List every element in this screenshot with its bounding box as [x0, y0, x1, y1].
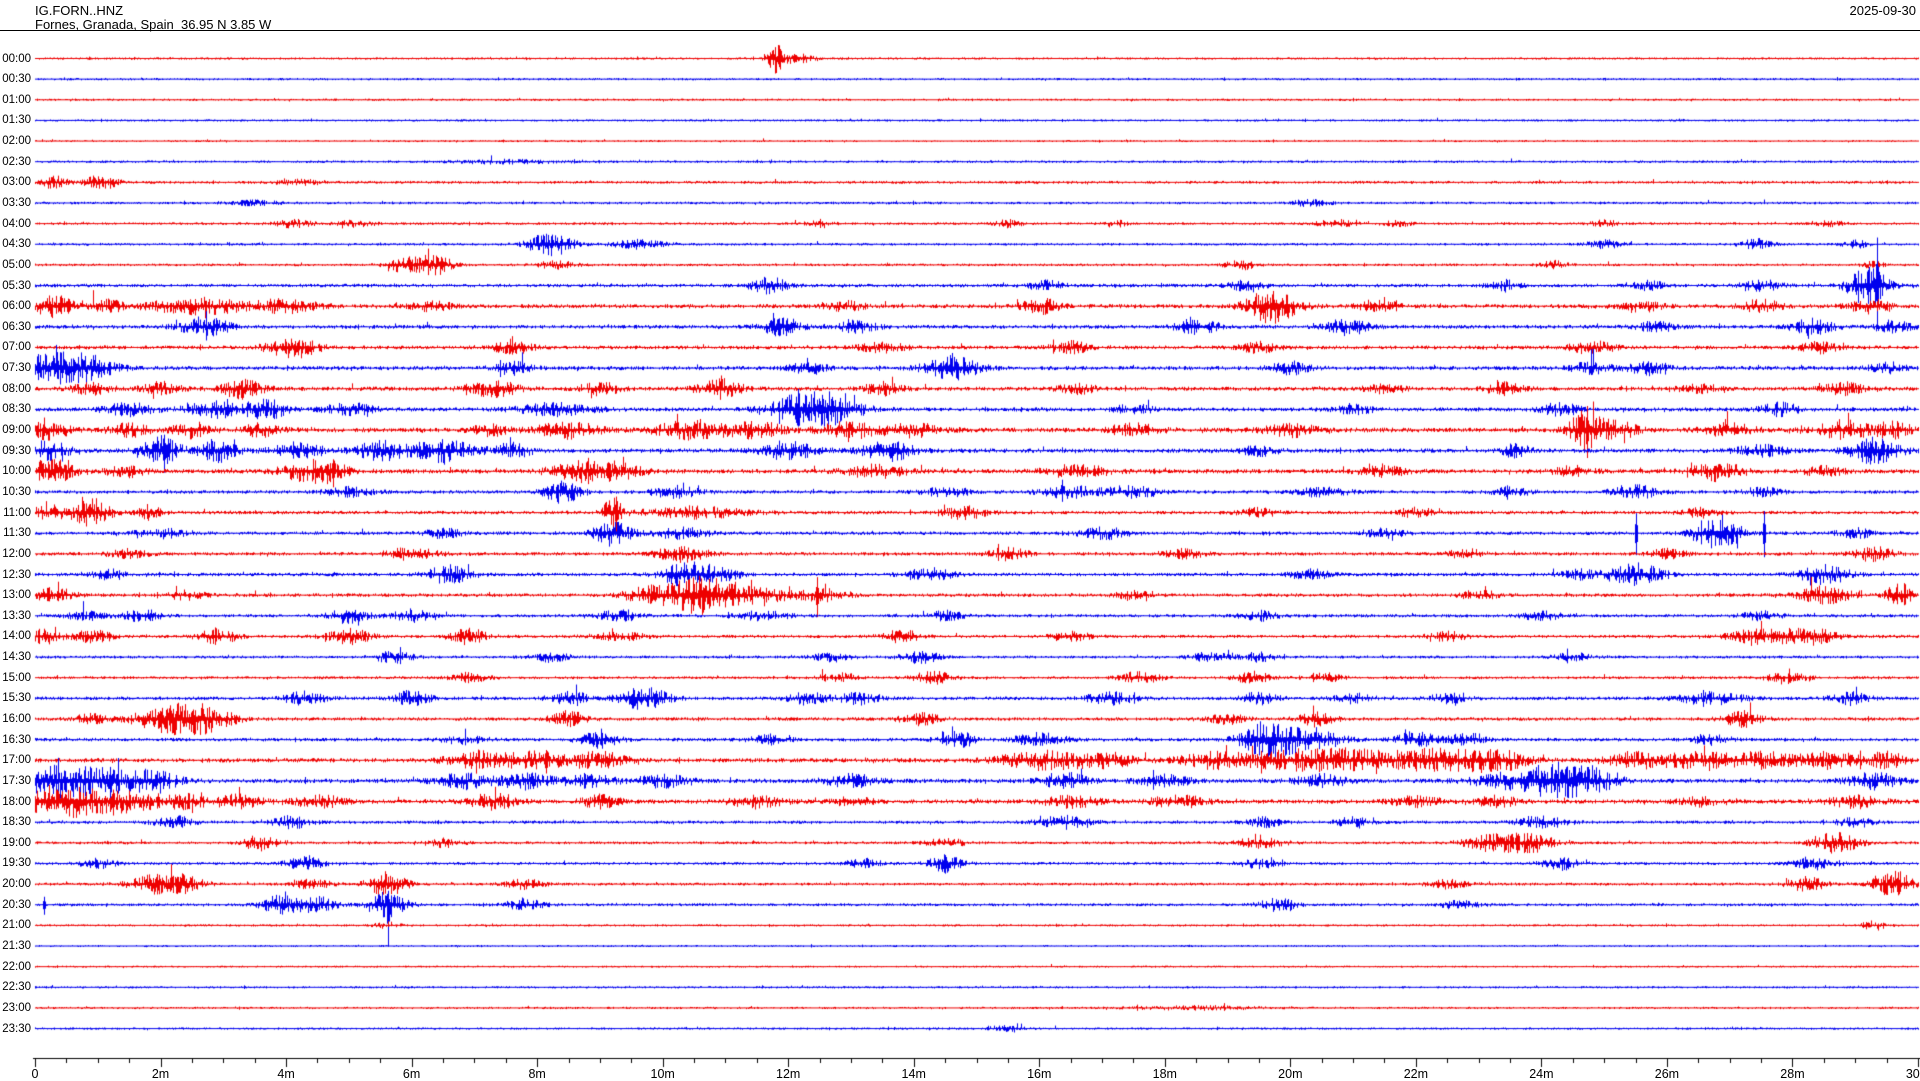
row-time-label: 23:00: [2, 1001, 31, 1014]
row-time-label: 09:30: [2, 444, 31, 457]
row-time-label: 08:30: [2, 403, 31, 416]
row-time-label: 00:00: [2, 52, 31, 65]
axis-tick-label: 4m: [277, 1067, 295, 1081]
row-time-label: 02:30: [2, 155, 31, 168]
date-label: 2025-09-30: [1849, 3, 1917, 18]
row-time-label: 22:00: [2, 960, 31, 973]
row-time-label: 06:00: [2, 300, 31, 313]
row-time-label: 02:00: [2, 135, 31, 148]
axis-tick-label: 16m: [1027, 1067, 1052, 1081]
row-time-label: 23:30: [2, 1022, 31, 1035]
row-time-label: 04:00: [2, 217, 31, 230]
row-time-label: 07:00: [2, 341, 31, 354]
axis-tick-label: 10m: [650, 1067, 675, 1081]
row-time-label: 21:30: [2, 940, 31, 953]
axis-tick-label: 0: [31, 1067, 39, 1081]
station-code: IG.FORN..HNZ: [35, 3, 124, 18]
row-time-label: 07:30: [2, 362, 31, 375]
axis-tick-label: 22m: [1403, 1067, 1429, 1081]
row-time-label: 15:30: [2, 692, 31, 705]
row-time-label: 20:30: [2, 898, 31, 911]
row-time-label: 10:00: [2, 465, 31, 478]
axis-tick-label: 28m: [1780, 1067, 1805, 1081]
station-location: Fornes, Granada, Spain 36.95 N 3.85 W: [35, 17, 272, 32]
row-time-label: 11:30: [3, 527, 31, 540]
row-time-label: 19:00: [2, 836, 31, 849]
row-time-label: 17:00: [2, 754, 31, 767]
axis-tick-label: 26m: [1654, 1067, 1680, 1081]
row-time-label: 10:30: [2, 485, 31, 498]
axis-tick-label: 18m: [1152, 1067, 1177, 1081]
row-time-label: 13:00: [2, 589, 31, 602]
header-separator: [0, 30, 1920, 31]
axis-tick-label: 30m: [1905, 1067, 1920, 1081]
row-time-label: 09:00: [2, 424, 31, 437]
row-time-label: 20:00: [2, 878, 31, 891]
row-time-label: 03:00: [2, 176, 31, 189]
row-time-label: 14:00: [2, 630, 31, 643]
axis-tick-label: 2m: [151, 1067, 170, 1081]
axis-tick-label: 24m: [1529, 1067, 1554, 1081]
row-time-label: 11:00: [3, 506, 31, 519]
row-time-label: 01:00: [2, 93, 31, 106]
row-time-label: 01:30: [2, 114, 31, 127]
row-time-label: 08:00: [2, 382, 31, 395]
row-time-label: 15:00: [2, 671, 31, 684]
row-time-label: 21:00: [2, 919, 31, 932]
row-time-label: 05:30: [2, 279, 31, 292]
axis-tick-label: 14m: [901, 1067, 926, 1081]
row-time-label: 03:30: [2, 196, 31, 209]
row-time-label: 13:30: [2, 609, 31, 622]
row-time-label: 16:30: [2, 733, 31, 746]
row-time-label: 12:00: [2, 547, 31, 560]
row-time-label: 06:30: [2, 320, 31, 333]
axis-tick-label: 20m: [1278, 1067, 1303, 1081]
row-time-label: 12:30: [2, 568, 31, 581]
row-time-label: 19:30: [2, 857, 31, 870]
row-time-label: 16:00: [2, 712, 31, 725]
axis-tick-label: 8m: [528, 1067, 546, 1081]
row-time-label: 22:30: [2, 981, 31, 994]
row-time-label: 18:30: [2, 816, 31, 829]
row-time-label: 04:30: [2, 238, 31, 251]
row-time-label: 00:30: [2, 73, 31, 86]
row-time-label: 05:00: [2, 258, 31, 271]
axis-tick-label: 6m: [402, 1067, 421, 1081]
axis-tick-label: 12m: [776, 1067, 801, 1081]
row-time-label: 17:30: [2, 774, 31, 787]
row-time-label: 14:30: [2, 651, 31, 664]
row-time-label: 18:00: [2, 795, 31, 808]
